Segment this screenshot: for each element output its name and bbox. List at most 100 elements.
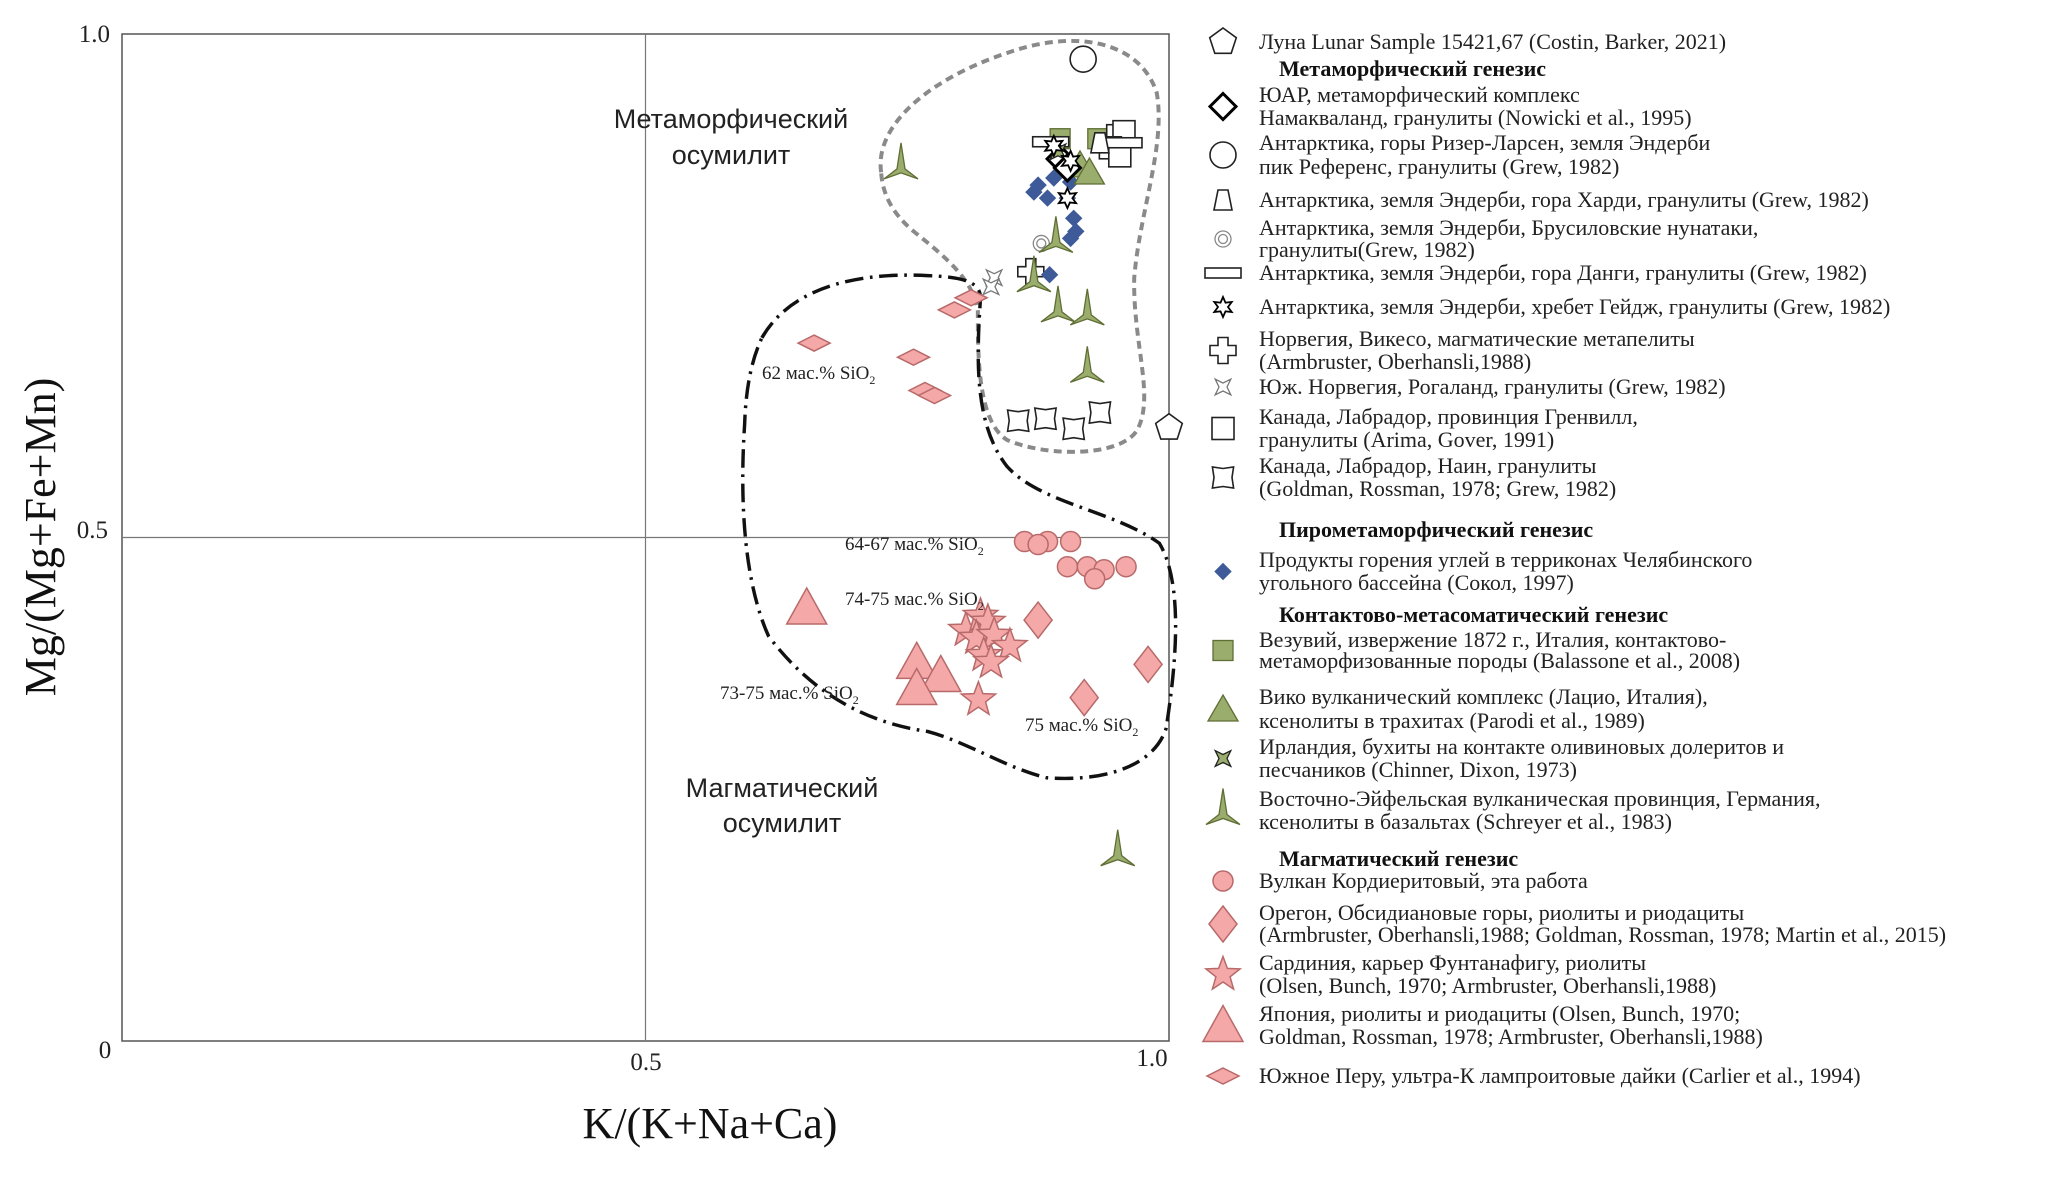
data-point-diamond-blue [1025, 183, 1043, 201]
annotation-73-75-sio2: 73-75 мас.% SiO2 [720, 683, 859, 707]
legend-marker-cross-open [1211, 465, 1235, 490]
data-point-flatdiamond-pink [895, 348, 932, 367]
legend-label: Норвегия, Викесо, магматические метапели… [1259, 326, 1695, 351]
legend-item: Антарктика, земля Эндерби, гора Данги, г… [1204, 260, 1867, 285]
data-point-triangle-pink [919, 653, 963, 693]
data-point-cross-open [1062, 417, 1086, 441]
magmatic-region-label-line2: осумилит [723, 808, 842, 838]
legend-item: Канада, Лабрадор, Наин, гранулиты(Goldma… [1211, 453, 1616, 501]
legend-label: угольного бассейна (Сокол, 1997) [1259, 570, 1574, 595]
legend-label: Антарктика, земля Эндерби, Брусиловские … [1259, 215, 1758, 240]
annotation-62-sio2: 62 мас.% SiO2 [762, 363, 875, 387]
data-point-circle-pink [1083, 568, 1106, 590]
legend-marker-rect-open [1204, 267, 1242, 279]
data-point-star-pink [971, 642, 1011, 679]
legend-label: Продукты горения углей в терриконах Челя… [1259, 547, 1752, 572]
data-point-diamond-blue [1038, 189, 1057, 207]
legend-label: (Goldman, Rossman, 1978; Grew, 1982) [1259, 476, 1616, 501]
legend-label: Канада, Лабрадор, провинция Гренвилл, [1259, 404, 1638, 429]
data-point-diamond-blue [1040, 265, 1059, 284]
legend-label: пик Референс, гранулиты (Grew, 1982) [1259, 154, 1619, 179]
legend-item: Луна Lunar Sample 15421,67 (Costin, Bark… [1208, 27, 1726, 55]
legend-label: Юж. Норвегия, Рогаланд, гранулиты (Grew,… [1259, 374, 1726, 399]
legend-group-header: Метаморфический генезис [1279, 56, 1546, 81]
data-point-star6-open [1043, 133, 1065, 159]
legend-label: Вулкан Кордиеритовый, эта работа [1259, 868, 1588, 893]
legend-label: ЮАР, метаморфический комплекс [1259, 82, 1580, 107]
legend-marker-square-open [1211, 416, 1235, 441]
legend-label: Антарктика, земля Эндерби, хребет Гейдж,… [1259, 294, 1890, 319]
legend-group-header: Пирометаморфический генезис [1279, 517, 1593, 542]
data-point-circle-pink [1027, 533, 1049, 556]
legend-item: Антарктика, земля Эндерби, хребет Гейдж,… [1212, 294, 1890, 320]
legend-marker-diamond-open [1207, 91, 1239, 122]
data-point-diamond-pink [1069, 678, 1100, 717]
legend-label: Япония, риолиты и риодациты (Olsen, Bunc… [1259, 1001, 1740, 1026]
legend-label: Везувий, извержение 1872 г., Италия, кон… [1259, 627, 1726, 652]
data-point-triangle-pink [895, 666, 938, 706]
data-point-trapezoid-open [1089, 132, 1110, 154]
legend-item: Япония, риолиты и риодациты (Olsen, Bunc… [1201, 1001, 1763, 1049]
legend-header-text: Контактово-метасоматический генезис [1279, 602, 1668, 627]
data-point-star6-open [1056, 185, 1079, 211]
legend-marker-diamond-pink [1208, 904, 1238, 944]
y-tick-label-1.0: 1.0 [79, 21, 110, 48]
legend-label: Вико вулканический комплекс (Лацио, Итал… [1259, 684, 1708, 709]
legend-item: Антарктика, земля Эндерби, Брусиловские … [1214, 215, 1758, 262]
legend-header-text: Пирометаморфический генезис [1279, 517, 1593, 542]
magmatic-region-outline [741, 273, 1178, 781]
data-point-circle-open [1069, 45, 1097, 73]
data-point-diamond-blue [1061, 229, 1080, 248]
data-point-triangle-pink [785, 586, 828, 625]
legend-marker-pentagon-open [1208, 27, 1238, 55]
data-point-pentagon-open [1154, 412, 1184, 440]
legend-marker-plus-open [1209, 336, 1237, 365]
legend-marker-circle-pink [1212, 870, 1234, 892]
data-point-tristar-green [1040, 285, 1076, 323]
legend-label: Ирландия, бухиты на контакте оливиновых … [1259, 734, 1784, 759]
data-point-rect-open [1105, 136, 1143, 149]
data-point-star6-open [1059, 148, 1082, 174]
legend-marker-diamond-blue [1214, 562, 1232, 581]
legend-item: Восточно-Эйфельская вулканическая провин… [1205, 786, 1820, 834]
data-point-tristar-green [1038, 216, 1074, 254]
legend-label: Антарктика, земля Эндерби, гора Харди, г… [1259, 187, 1869, 212]
legend-label: песчаников (Chinner, Dixon, 1973) [1259, 757, 1577, 782]
legend-label: Сардиния, карьер Фунтанафигу, риолиты [1259, 950, 1646, 975]
legend-item: ЮАР, метаморфический комплексНамакваланд… [1207, 82, 1692, 130]
legend-item: Ирландия, бухиты на контакте оливиновых … [1213, 734, 1784, 782]
legend-header-text: Метаморфический генезис [1279, 56, 1546, 81]
y-axis-label: Mg/(Mg+Fe+Mn) [16, 378, 65, 697]
legend-marker-trapezoid-open [1213, 189, 1233, 211]
legend-marker-square-green [1212, 639, 1234, 662]
x-tick-label-1.0: 1.0 [1136, 1045, 1167, 1072]
legend-label: Антарктика, земля Эндерби, гора Данги, г… [1259, 260, 1867, 285]
legend-marker-flatdiamond-pink [1205, 1067, 1241, 1085]
legend-item: Вулкан Кордиеритовый, эта работа [1212, 868, 1588, 893]
data-point-tristar-green [1069, 346, 1105, 383]
legend-label: ксенолиты в базальтах (Schreyer et al., … [1259, 809, 1672, 834]
data-point-diamond-pink [1133, 645, 1164, 684]
legend-item: Антарктика, земля Эндерби, гора Харди, г… [1213, 187, 1869, 212]
legend-label: гранулиты (Arima, Gover, 1991) [1259, 427, 1554, 452]
legend-item: Антарктика, горы Ризер-Ларсен, земля Энд… [1209, 130, 1710, 179]
legend-label: Восточно-Эйфельская вулканическая провин… [1259, 786, 1820, 811]
legend-item: Орегон, Обсидиановые горы, риолиты и рио… [1208, 900, 1946, 947]
annotation-64-67-sio2: 64-67 мас.% SiO2 [845, 534, 984, 558]
data-point-tristar-green [883, 142, 919, 180]
x-axis-label: K/(K+Na+Ca) [583, 1099, 838, 1148]
metamorphic-region-label-line2: осумилит [672, 140, 791, 170]
data-points [785, 45, 1184, 867]
data-point-cross-open [1006, 409, 1030, 433]
legend-label: (Olsen, Bunch, 1970; Armbruster, Oberhan… [1259, 973, 1716, 998]
data-point-cross-open [1088, 401, 1112, 425]
legend-marker-circle-open [1209, 141, 1237, 169]
origin-tick-label: 0 [99, 1037, 112, 1064]
legend-marker-double-circle [1214, 230, 1232, 248]
legend-item: Везувий, извержение 1872 г., Италия, кон… [1212, 627, 1740, 673]
legend-label: гранулиты(Grew, 1982) [1259, 237, 1475, 262]
legend-item: Сардиния, карьер Фунтанафигу, риолиты(Ol… [1203, 950, 1716, 998]
data-point-cross-open [1033, 407, 1058, 431]
legend-label: (Armbruster, Oberhansli,1988) [1259, 349, 1531, 374]
